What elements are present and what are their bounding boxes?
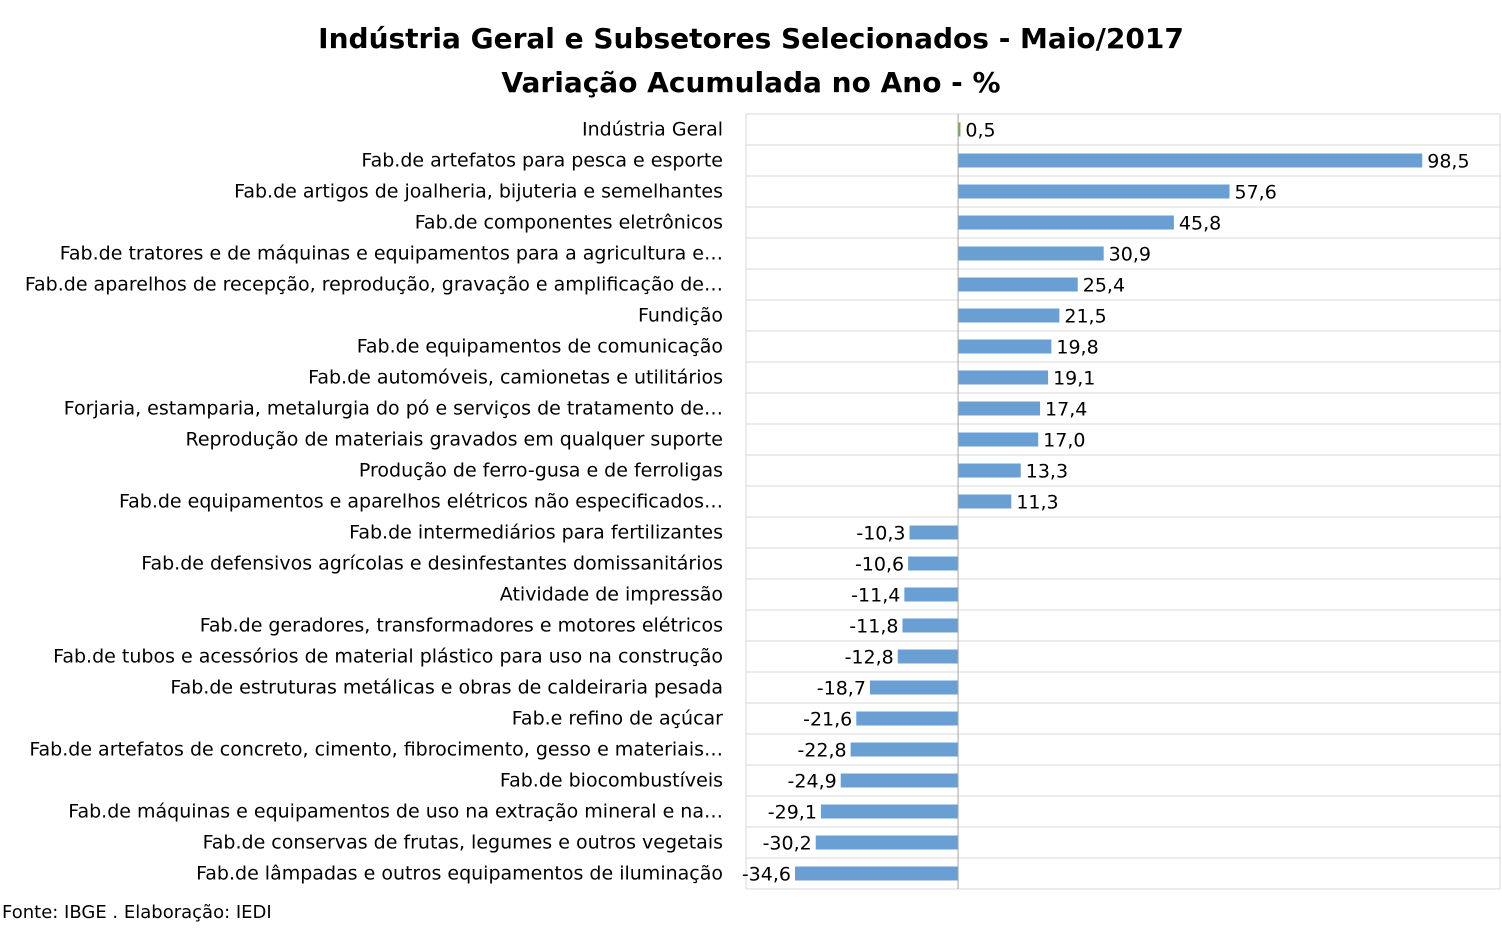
data-label: 21,5 — [1064, 306, 1106, 328]
data-label: 25,4 — [1083, 275, 1125, 297]
bar — [958, 463, 1021, 478]
category-label: Fab.de artefatos de concreto, cimento, f… — [29, 739, 723, 761]
category-label: Fab.de aparelhos de recepção, reprodução… — [25, 274, 723, 296]
bar — [958, 215, 1174, 230]
bar — [958, 308, 1060, 323]
data-label: -12,8 — [845, 647, 894, 669]
category-label: Fab.de componentes eletrônicos — [415, 212, 723, 234]
bar — [958, 153, 1423, 168]
category-label: Fab.de artigos de joalheria, bijuteria e… — [234, 181, 723, 203]
category-label: Fab.e refino de açúcar — [512, 708, 723, 730]
data-label: -21,6 — [803, 709, 852, 731]
bar — [902, 618, 959, 633]
bar — [908, 556, 959, 571]
data-label: -22,8 — [797, 740, 846, 762]
bar — [869, 680, 959, 695]
bar — [904, 587, 959, 602]
category-label: Produção de ferro-gusa e de ferroligas — [359, 460, 723, 482]
bar — [909, 525, 959, 540]
data-label: 17,0 — [1043, 430, 1085, 452]
data-label: -18,7 — [817, 678, 866, 700]
data-label: -30,2 — [763, 833, 812, 855]
bar — [958, 401, 1041, 416]
category-label: Forjaria, estamparia, metalurgia do pó e… — [64, 398, 723, 420]
chart-title: Indústria Geral e Subsetores Selecionado… — [318, 22, 1184, 55]
data-label: -10,6 — [855, 554, 904, 576]
category-label: Fab.de biocombustíveis — [500, 770, 723, 792]
category-label: Fab.de equipamentos de comunicação — [357, 336, 723, 358]
bar — [958, 122, 961, 137]
category-label: Fab.de automóveis, camionetas e utilitár… — [308, 367, 723, 389]
data-label: 19,1 — [1053, 368, 1095, 390]
category-label: Fab.de conservas de frutas, legumes e ou… — [203, 832, 723, 854]
category-label: Fab.de geradores, transformadores e moto… — [200, 615, 723, 637]
category-label: Fab.de equipamentos e aparelhos elétrico… — [119, 491, 723, 513]
data-label: 0,5 — [965, 120, 995, 142]
source-note: Fonte: IBGE . Elaboração: IEDI — [2, 902, 272, 923]
category-label: Fab.de tubos e acessórios de material pl… — [53, 646, 723, 668]
chart-subtitle: Variação Acumulada no Ano - % — [501, 66, 1001, 99]
category-label: Fab.de artefatos para pesca e esporte — [361, 150, 723, 172]
data-label: -29,1 — [768, 802, 817, 824]
bar — [815, 835, 959, 850]
bar — [850, 742, 959, 757]
data-label: 17,4 — [1045, 399, 1087, 421]
data-label: 19,8 — [1056, 337, 1098, 359]
category-label: Atividade de impressão — [500, 584, 723, 606]
data-label: -11,4 — [851, 585, 900, 607]
bar — [958, 246, 1104, 261]
data-label: -10,3 — [856, 523, 905, 545]
category-label: Fab.de máquinas e equipamentos de uso na… — [68, 801, 723, 823]
bar — [958, 339, 1052, 354]
data-label: 30,9 — [1109, 244, 1151, 266]
data-label: 57,6 — [1235, 182, 1277, 204]
data-label: -34,6 — [742, 864, 791, 886]
category-label: Fab.de defensivos agrícolas e desinfesta… — [141, 553, 723, 575]
bar — [958, 494, 1012, 509]
category-label: Fab.de intermediários para fertilizantes — [349, 522, 723, 544]
bar — [840, 773, 959, 788]
bar — [897, 649, 959, 664]
data-label: -24,9 — [788, 771, 837, 793]
category-label: Fab.de tratores e de máquinas e equipame… — [60, 243, 723, 265]
category-label: Fab.de lâmpadas e outros equipamentos de… — [196, 863, 723, 885]
bar — [958, 277, 1078, 292]
bar — [856, 711, 959, 726]
data-label: 13,3 — [1026, 461, 1068, 483]
category-label: Indústria Geral — [582, 119, 723, 141]
bar — [958, 184, 1230, 199]
bar — [820, 804, 959, 819]
data-label: 45,8 — [1179, 213, 1221, 235]
category-label: Fundição — [638, 305, 723, 327]
data-label: 98,5 — [1427, 151, 1469, 173]
bar — [795, 866, 959, 881]
bar — [958, 432, 1039, 447]
category-label: Fab.de estruturas metálicas e obras de c… — [170, 677, 723, 699]
data-label: 11,3 — [1016, 492, 1058, 514]
data-label: -11,8 — [849, 616, 898, 638]
bar — [958, 370, 1049, 385]
category-label: Reprodução de materiais gravados em qual… — [185, 429, 723, 451]
